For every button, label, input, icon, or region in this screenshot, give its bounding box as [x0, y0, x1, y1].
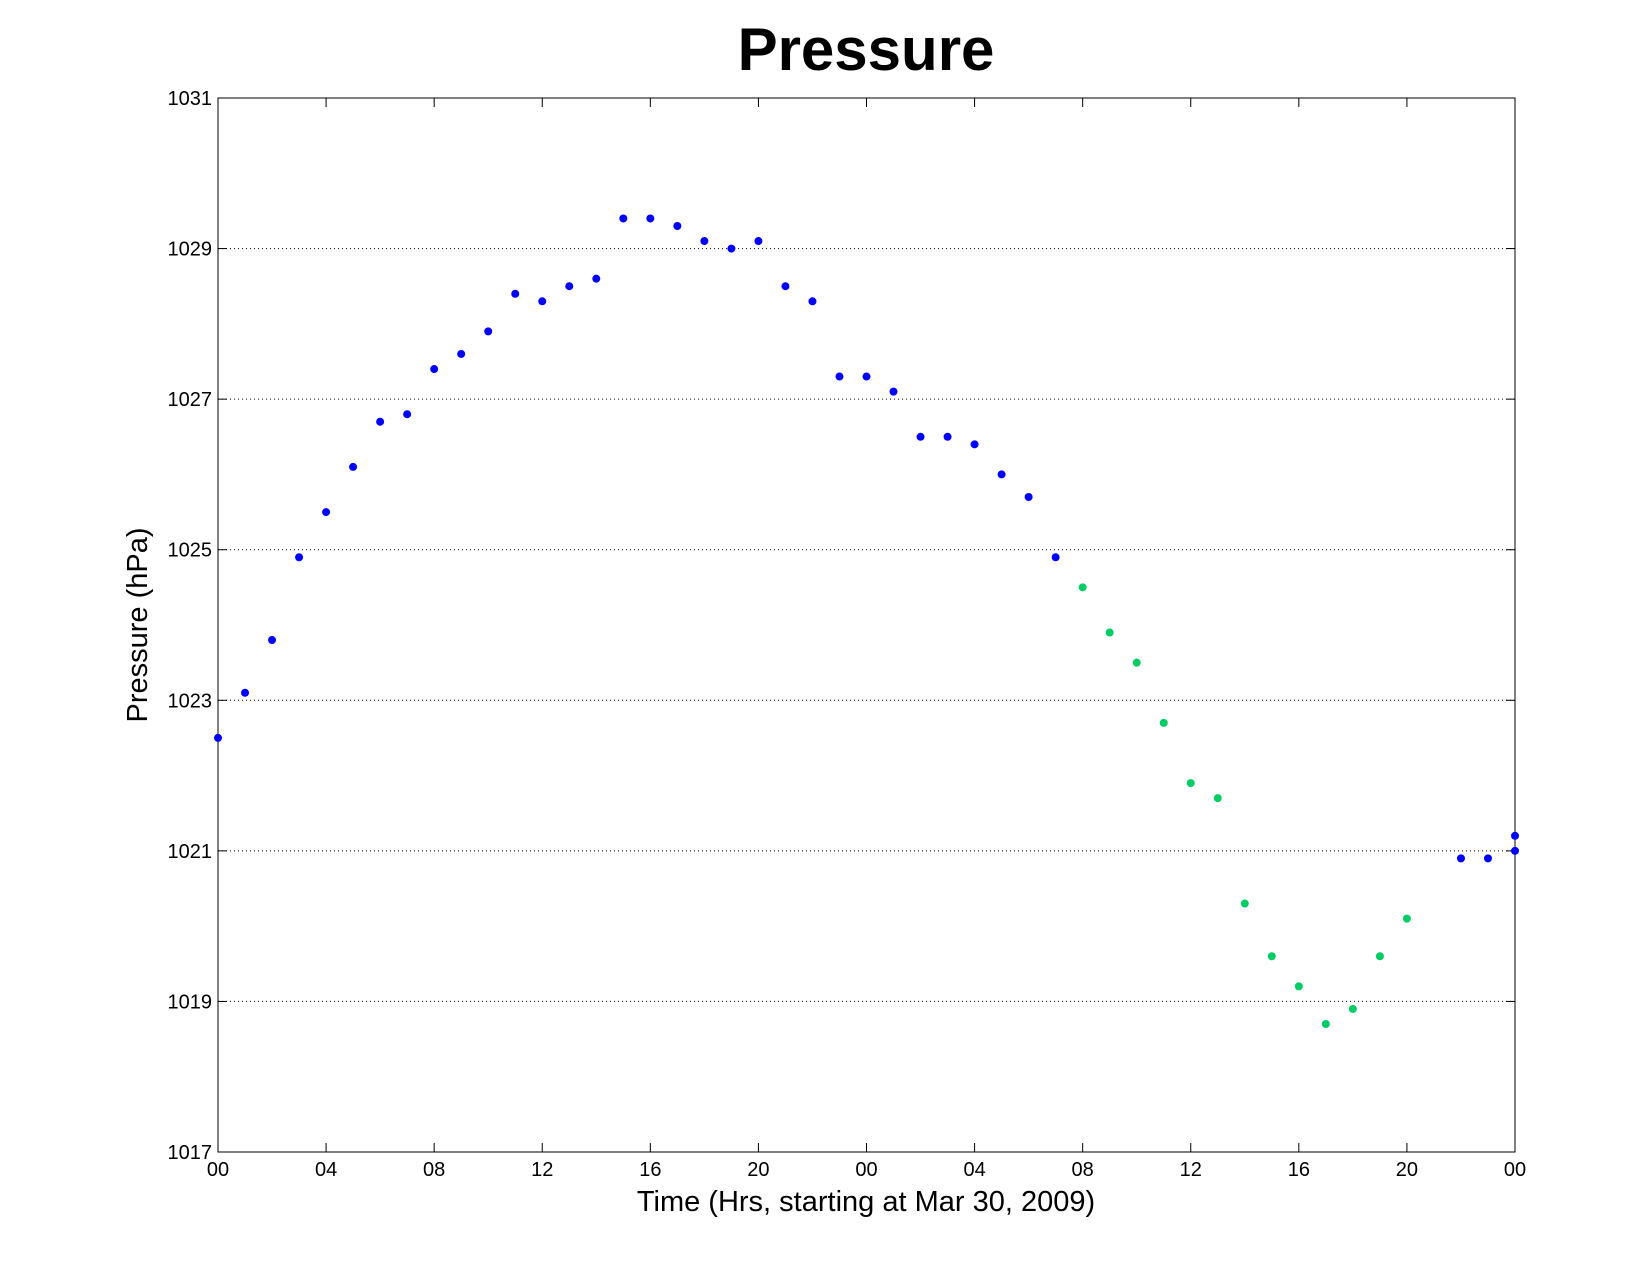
data-point — [1348, 1004, 1357, 1013]
data-point — [1159, 718, 1168, 727]
x-tick-label: 16 — [639, 1159, 661, 1181]
x-tick-label: 12 — [1180, 1159, 1202, 1181]
data-point — [1213, 794, 1222, 803]
data-point — [376, 417, 385, 426]
data-point — [619, 214, 628, 223]
x-tick-label: 04 — [315, 1159, 337, 1181]
y-tick-label: 1031 — [168, 88, 213, 110]
y-tick-label: 1027 — [168, 389, 213, 411]
data-point — [457, 349, 466, 358]
data-point — [403, 410, 412, 419]
x-axis-title: Time (Hrs, starting at Mar 30, 2009) — [637, 1186, 1095, 1218]
plot-area-frame — [217, 97, 1516, 1153]
data-point — [646, 214, 655, 223]
data-point — [214, 733, 222, 742]
data-point — [835, 372, 844, 381]
x-tick-label: 08 — [423, 1159, 445, 1181]
data-point — [1105, 628, 1114, 637]
data-point — [997, 470, 1006, 479]
data-point — [1186, 779, 1195, 788]
data-point — [349, 462, 358, 471]
chart-title: Pressure — [738, 16, 995, 83]
data-point — [673, 221, 682, 230]
data-point — [1483, 854, 1492, 863]
data-point — [592, 274, 601, 283]
data-point — [538, 297, 547, 306]
data-point — [322, 508, 331, 517]
y-tick-label: 1029 — [168, 239, 213, 261]
x-tick-label: 04 — [963, 1159, 985, 1181]
data-point — [1511, 831, 1519, 840]
x-tick-label: 20 — [747, 1159, 769, 1181]
data-points-layer — [214, 214, 1519, 1029]
data-point — [1267, 952, 1276, 961]
y-tick-label: 1017 — [168, 1142, 213, 1164]
x-tick-label: 08 — [1072, 1159, 1094, 1181]
data-point — [781, 282, 790, 291]
x-tick-label: 16 — [1288, 1159, 1310, 1181]
data-point — [430, 365, 439, 374]
data-point — [268, 636, 277, 645]
data-point — [1456, 854, 1465, 863]
y-axis-title: Pressure (hPa) — [122, 527, 154, 722]
data-point — [943, 432, 952, 441]
data-point — [1294, 982, 1303, 991]
data-point — [295, 553, 304, 562]
data-point — [1240, 899, 1249, 908]
data-point — [862, 372, 871, 381]
data-point — [1024, 493, 1033, 502]
data-point — [970, 440, 979, 449]
x-tick-label: 00 — [855, 1159, 877, 1181]
data-point — [808, 297, 817, 306]
data-point — [241, 688, 250, 697]
x-tick-label: 20 — [1396, 1159, 1418, 1181]
data-point — [484, 327, 493, 336]
data-point — [916, 432, 925, 441]
data-point — [889, 387, 898, 396]
data-point — [1051, 553, 1060, 562]
data-point — [1132, 658, 1141, 667]
data-point — [1511, 846, 1519, 855]
y-tick-label: 1025 — [168, 540, 213, 562]
data-point — [754, 237, 763, 246]
data-point — [1078, 583, 1087, 592]
y-tick-label: 1023 — [168, 690, 213, 712]
x-tick-label: 00 — [207, 1159, 229, 1181]
data-point — [1375, 952, 1384, 961]
data-point — [1321, 1020, 1330, 1029]
data-point — [511, 289, 520, 298]
y-tick-label: 1021 — [168, 841, 213, 863]
grid-layer — [218, 248, 1515, 1002]
data-point — [1402, 914, 1411, 923]
tick-layer: 1017 1019 1021 1023 1025 1027 1029 1031 00 04 08 12… — [168, 88, 1527, 1181]
x-tick-label: 12 — [531, 1159, 553, 1181]
x-tick-label: 00 — [1504, 1159, 1526, 1181]
data-point — [700, 237, 709, 246]
data-point — [565, 282, 574, 291]
data-point — [727, 244, 736, 253]
y-tick-label: 1019 — [168, 991, 213, 1013]
